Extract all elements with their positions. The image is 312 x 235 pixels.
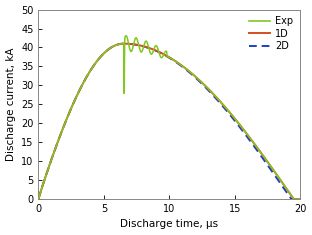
2D: [194, 76, 197, 79]
1D: [232, 116, 236, 119]
1D: [207, 88, 211, 91]
2D: [232, 118, 236, 121]
Exp: [124, 34, 128, 37]
Line: 2D: 2D: [38, 44, 300, 199]
1D: [298, 198, 302, 200]
2D: [298, 198, 302, 200]
Exp: [84, 77, 88, 79]
1D: [37, 198, 40, 200]
1D: [84, 77, 88, 79]
X-axis label: Discharge time, μs: Discharge time, μs: [120, 219, 218, 229]
1D: [137, 44, 140, 47]
2D: [84, 77, 88, 79]
1D: [252, 142, 256, 145]
Y-axis label: Discharge current, kA: Discharge current, kA: [6, 47, 16, 161]
2D: [207, 89, 211, 92]
Exp: [232, 116, 236, 119]
1D: [122, 42, 125, 45]
Exp: [298, 198, 302, 200]
2D: [137, 44, 140, 47]
Legend: Exp, 1D, 2D: Exp, 1D, 2D: [247, 14, 295, 53]
1D: [194, 75, 197, 78]
Line: Exp: Exp: [38, 36, 300, 199]
Exp: [252, 142, 256, 145]
Exp: [207, 88, 211, 91]
Exp: [194, 75, 197, 78]
2D: [252, 144, 256, 147]
Exp: [137, 43, 140, 46]
2D: [37, 198, 40, 200]
Exp: [37, 198, 40, 200]
2D: [122, 42, 125, 45]
Line: 1D: 1D: [38, 44, 300, 199]
